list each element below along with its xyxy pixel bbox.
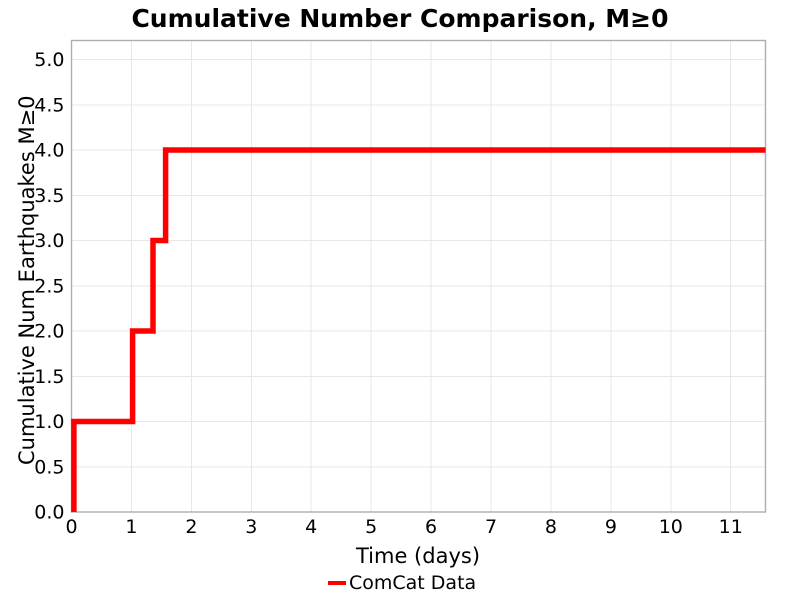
y-tick-label: 3.5 <box>34 185 64 207</box>
x-tick-label: 11 <box>719 516 743 538</box>
y-tick-label: 0.5 <box>34 456 64 478</box>
y-tick-label: 1.0 <box>34 411 64 433</box>
y-tick-label: 0.0 <box>34 502 64 524</box>
y-tick-label: 1.5 <box>34 366 64 388</box>
y-tick-label: 2.5 <box>34 275 64 297</box>
x-tick-label: 10 <box>659 516 683 538</box>
x-tick-label: 5 <box>365 516 377 538</box>
x-tick-label: 8 <box>545 516 557 538</box>
x-tick-label: 7 <box>485 516 497 538</box>
chart-title: Cumulative Number Comparison, M≥0 <box>131 4 669 33</box>
y-tick-label: 5.0 <box>34 49 64 71</box>
x-tick-label: 6 <box>425 516 437 538</box>
legend: ComCat Data <box>328 571 476 595</box>
x-tick-label: 0 <box>65 516 77 538</box>
y-tick-label: 2.0 <box>34 321 64 343</box>
x-tick-label: 9 <box>605 516 617 538</box>
legend-line-swatch <box>328 581 346 585</box>
x-axis-label: Time (days) <box>355 544 481 568</box>
y-tick-label: 4.0 <box>34 140 64 162</box>
plot-border <box>70 39 767 513</box>
series-step-line <box>71 147 766 512</box>
x-tick-label: 3 <box>245 516 257 538</box>
x-tick-label: 4 <box>305 516 317 538</box>
legend-label: ComCat Data <box>349 572 477 594</box>
y-tick-label: 3.0 <box>34 230 64 252</box>
y-tick-label: 4.5 <box>34 94 64 116</box>
x-tick-label: 1 <box>125 516 137 538</box>
x-tick-label: 2 <box>185 516 197 538</box>
